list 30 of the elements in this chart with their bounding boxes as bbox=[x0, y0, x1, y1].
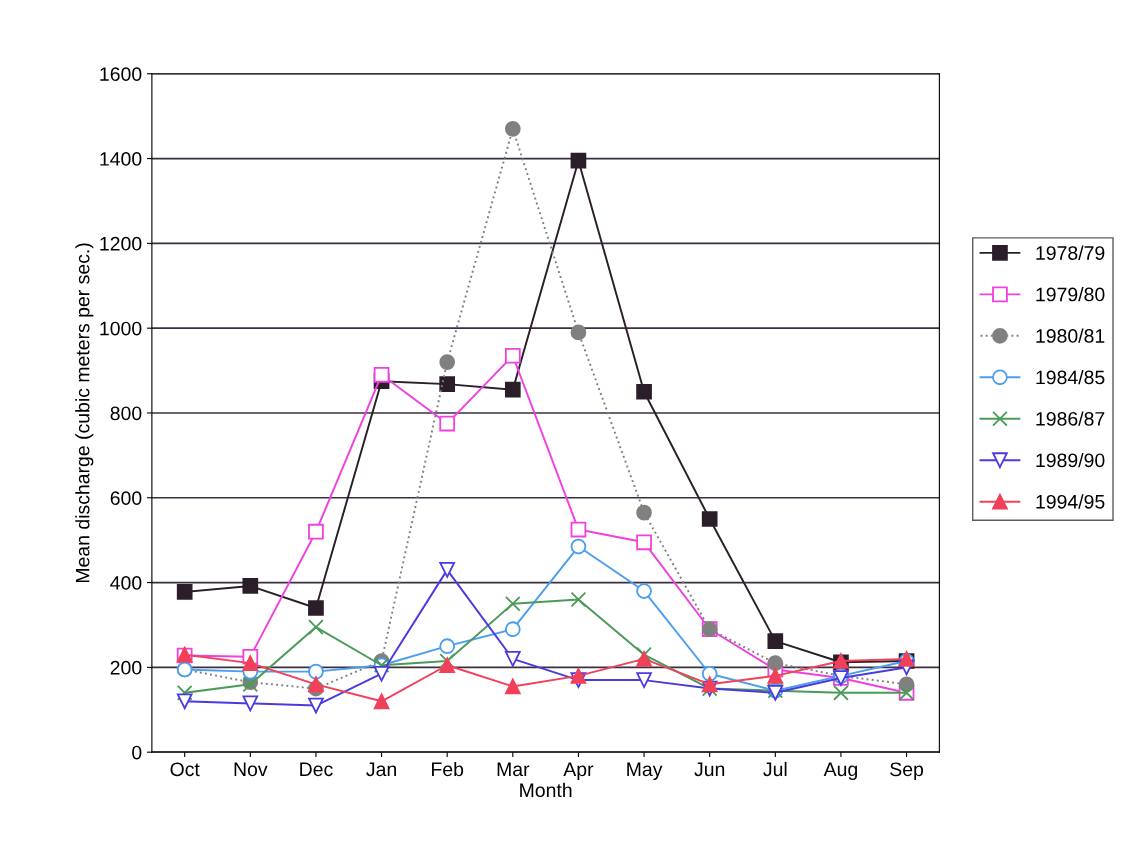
x-tick-label: Dec bbox=[300, 762, 333, 777]
legend-label: 1978/79 bbox=[1036, 245, 1105, 260]
legend-label: 1994/95 bbox=[1036, 494, 1105, 509]
x-tick-label: Aug bbox=[823, 762, 857, 781]
y-tick-label: 800 bbox=[110, 406, 142, 421]
x-axis-title: Month bbox=[520, 782, 572, 798]
x-tick-label: Mar bbox=[497, 762, 530, 777]
y-tick-label: 400 bbox=[110, 576, 142, 590]
legend-label: 1980/81 bbox=[1036, 328, 1105, 343]
x-tick-label: Jul bbox=[763, 761, 787, 777]
x-tick-label: Oct bbox=[170, 762, 200, 777]
x-tick-label: Apr bbox=[563, 762, 594, 781]
y-tick-label: 0 bbox=[132, 745, 142, 760]
x-tick-label: Nov bbox=[234, 762, 268, 777]
y-axis-title: Mean discharge (cubic meters per sec.) bbox=[75, 243, 94, 583]
x-tick-label: May bbox=[627, 762, 663, 781]
legend-label: 1984/85 bbox=[1036, 369, 1105, 385]
y-tick-label: 1200 bbox=[100, 236, 142, 251]
x-tick-label: Jun bbox=[694, 762, 725, 777]
x-tick-label: Jan bbox=[366, 762, 396, 777]
y-tick-label: 600 bbox=[110, 491, 142, 506]
legend-label: 1989/90 bbox=[1036, 452, 1105, 468]
x-tick-label: Sep bbox=[890, 762, 924, 781]
y-tick-label: 200 bbox=[110, 660, 142, 675]
legend-label: 1979/80 bbox=[1036, 287, 1105, 302]
legend-label: 1986/87 bbox=[1036, 411, 1105, 426]
y-tick-label: 1600 bbox=[100, 67, 142, 82]
x-tick-label: Feb bbox=[432, 761, 464, 777]
y-tick-label: 1400 bbox=[100, 152, 142, 166]
y-tick-label: 1000 bbox=[100, 321, 142, 336]
